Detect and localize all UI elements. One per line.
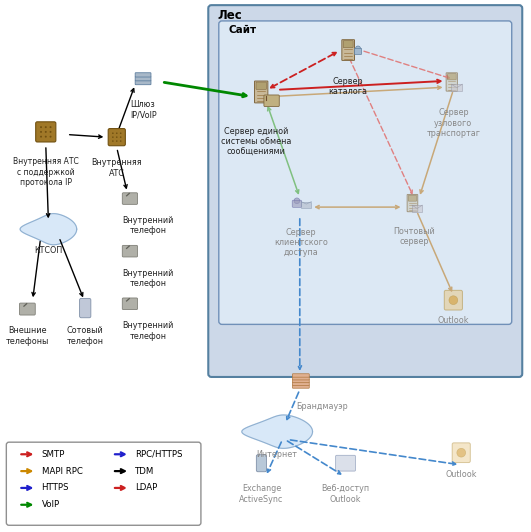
Text: Лес: Лес	[218, 10, 243, 22]
FancyBboxPatch shape	[444, 290, 463, 310]
FancyBboxPatch shape	[452, 443, 470, 462]
Circle shape	[45, 136, 47, 138]
Circle shape	[120, 132, 122, 134]
Circle shape	[49, 131, 52, 133]
FancyBboxPatch shape	[20, 303, 35, 315]
FancyBboxPatch shape	[354, 48, 362, 54]
FancyBboxPatch shape	[256, 82, 267, 89]
Text: Внутренняя
АТС: Внутренняя АТС	[91, 158, 142, 178]
Text: Веб-доступ
Outlook: Веб-доступ Outlook	[321, 484, 370, 504]
Circle shape	[449, 296, 458, 305]
Text: Брандмауэр: Брандмауэр	[296, 402, 348, 411]
Polygon shape	[20, 214, 76, 245]
FancyBboxPatch shape	[293, 379, 309, 383]
Circle shape	[40, 136, 42, 138]
FancyBboxPatch shape	[122, 298, 138, 310]
Polygon shape	[242, 415, 313, 448]
Text: Сайт: Сайт	[228, 25, 256, 35]
Circle shape	[120, 140, 122, 142]
FancyBboxPatch shape	[6, 442, 201, 525]
Text: HTTPS: HTTPS	[41, 484, 69, 493]
Text: Внутренний
телефон: Внутренний телефон	[123, 216, 174, 236]
Text: КТСОП: КТСОП	[35, 246, 63, 255]
Text: Outlook: Outlook	[446, 470, 477, 478]
FancyBboxPatch shape	[135, 73, 151, 77]
Text: Интернет: Интернет	[256, 450, 298, 459]
Text: Сервер единой
системы обмена
сообщениями: Сервер единой системы обмена сообщениями	[221, 127, 292, 156]
FancyBboxPatch shape	[451, 84, 463, 92]
Circle shape	[294, 198, 299, 204]
FancyBboxPatch shape	[293, 374, 309, 377]
Circle shape	[45, 126, 47, 128]
FancyBboxPatch shape	[447, 73, 456, 80]
Text: Сервер
каталога: Сервер каталога	[329, 77, 367, 96]
Circle shape	[116, 140, 117, 142]
FancyBboxPatch shape	[219, 21, 512, 325]
Circle shape	[40, 126, 42, 128]
Text: Exchange
ActiveSync: Exchange ActiveSync	[239, 484, 284, 504]
FancyBboxPatch shape	[122, 245, 138, 257]
FancyBboxPatch shape	[293, 385, 309, 388]
Circle shape	[355, 46, 361, 51]
Circle shape	[116, 136, 117, 138]
Text: Внутренняя АТС
с поддержкой
протокола IP: Внутренняя АТС с поддержкой протокола IP	[13, 157, 79, 187]
Circle shape	[112, 136, 114, 138]
FancyBboxPatch shape	[293, 377, 309, 380]
Text: Шлюз
IP/VoIP: Шлюз IP/VoIP	[130, 101, 156, 120]
Circle shape	[120, 136, 122, 138]
Text: Сотовый
телефон: Сотовый телефон	[67, 327, 104, 346]
Text: Почтовый
сервер: Почтовый сервер	[393, 227, 435, 246]
Text: TDM: TDM	[135, 467, 155, 476]
Circle shape	[45, 131, 47, 133]
Text: LDAP: LDAP	[135, 484, 157, 493]
FancyBboxPatch shape	[301, 202, 311, 208]
Text: Outlook: Outlook	[438, 316, 469, 325]
FancyBboxPatch shape	[407, 195, 418, 212]
FancyBboxPatch shape	[336, 455, 355, 471]
FancyBboxPatch shape	[80, 298, 91, 318]
Circle shape	[116, 132, 117, 134]
FancyBboxPatch shape	[135, 77, 151, 81]
FancyBboxPatch shape	[208, 5, 523, 377]
Circle shape	[457, 448, 466, 457]
FancyBboxPatch shape	[293, 382, 309, 386]
FancyBboxPatch shape	[254, 81, 268, 103]
Text: VoIP: VoIP	[41, 500, 59, 509]
FancyBboxPatch shape	[408, 195, 417, 201]
Text: Внутренний
телефон: Внутренний телефон	[123, 269, 174, 288]
Circle shape	[112, 140, 114, 142]
Circle shape	[49, 136, 52, 138]
Text: SMTP: SMTP	[41, 450, 65, 459]
FancyBboxPatch shape	[446, 73, 457, 91]
FancyBboxPatch shape	[36, 122, 56, 142]
FancyBboxPatch shape	[122, 193, 138, 204]
FancyBboxPatch shape	[292, 200, 302, 207]
Text: RPC/HTTPS: RPC/HTTPS	[135, 450, 183, 459]
Circle shape	[40, 131, 42, 133]
Text: Сервер
узлового
транспортаг: Сервер узлового транспортаг	[426, 108, 481, 138]
FancyBboxPatch shape	[108, 129, 125, 146]
FancyBboxPatch shape	[256, 455, 267, 472]
Text: Внутренний
телефон: Внутренний телефон	[123, 321, 174, 340]
Circle shape	[49, 126, 52, 128]
FancyBboxPatch shape	[264, 95, 279, 106]
Text: Внешние
телефоны: Внешние телефоны	[6, 327, 49, 346]
Text: Сервер
клиентского
доступа: Сервер клиентского доступа	[274, 228, 328, 257]
FancyBboxPatch shape	[342, 40, 355, 61]
FancyBboxPatch shape	[412, 205, 422, 212]
Text: MAPI RPC: MAPI RPC	[41, 467, 82, 476]
Circle shape	[112, 132, 114, 134]
FancyBboxPatch shape	[135, 80, 151, 85]
FancyBboxPatch shape	[343, 40, 353, 48]
